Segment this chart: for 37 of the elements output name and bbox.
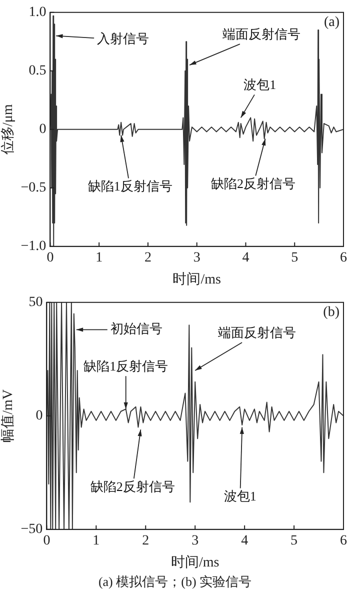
y-axis-title: 幅值/mV: [0, 389, 16, 442]
x-tick-label: 6: [340, 533, 347, 548]
chart-title: (b): [323, 305, 340, 320]
x-tick-label: 5: [291, 250, 298, 266]
x-tick-label: 2: [144, 250, 152, 266]
y-tick-label: 0.5: [28, 64, 46, 79]
x-tick-label: 3: [192, 533, 199, 548]
x-tick-label: 4: [242, 250, 250, 266]
x-tick-label: 4: [241, 533, 248, 548]
x-tick-label: 6: [340, 250, 347, 266]
y-tick-label: 0: [39, 122, 46, 138]
annotation: 端面反射信号: [218, 324, 296, 340]
annotation: 缺陷1反射信号: [88, 178, 172, 194]
annotation: 缺陷2反射信号: [90, 478, 175, 494]
x-tick-label: 2: [142, 533, 150, 548]
x-tick-label: 1: [96, 250, 103, 266]
x-tick-label: 5: [290, 533, 298, 548]
annotation: 初始信号: [110, 321, 162, 336]
x-tick-label: 3: [193, 250, 200, 266]
y-tick-label: −1.0: [20, 239, 46, 254]
chart-title: (a): [324, 15, 340, 30]
y-tick-label: −50: [20, 522, 43, 538]
annotation: 缺陷2反射信号: [211, 176, 296, 192]
x-tick-label: 1: [92, 533, 100, 548]
y-tick-label: −0.5: [20, 180, 46, 196]
x-axis-title: 时间/ms: [172, 271, 221, 288]
annotation: 入射信号: [97, 31, 150, 46]
y-axis-title: 位移/μm: [0, 104, 16, 155]
y-tick-label: 50: [28, 295, 43, 310]
y-tick-label: 0: [36, 408, 43, 424]
x-axis-title: 时间/ms: [170, 554, 220, 570]
annotation: 波包1: [244, 77, 276, 92]
annotation: 缺陷1反射信号: [84, 358, 168, 374]
text: (a) 模拟信号；(b) 实验信号: [97, 573, 253, 591]
annotation: 波包1: [224, 488, 256, 504]
y-tick-label: 1.0: [28, 5, 46, 20]
annotation: 端面反射信号: [222, 26, 301, 42]
